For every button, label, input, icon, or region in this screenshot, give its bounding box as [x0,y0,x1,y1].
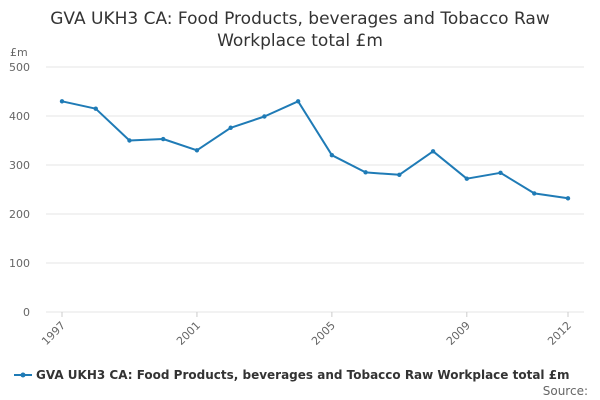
chart-title-line-1: GVA UKH3 CA: Food Products, beverages an… [50,9,550,29]
data-point-2001[interactable] [194,148,200,153]
data-point-1997[interactable] [59,99,65,104]
data-point-1999[interactable] [127,138,132,143]
grid-lines [46,66,584,313]
data-point-2006[interactable] [363,170,368,175]
data-point-2002[interactable] [228,125,233,130]
x-tick-label-2009: 2009 [444,319,473,348]
data-point-2011[interactable] [532,191,537,196]
point-layer [59,99,571,201]
legend-label: GVA UKH3 CA: Food Products, beverages an… [36,368,570,382]
x-tick-label-1997: 1997 [39,319,68,348]
data-point-1998[interactable] [93,106,98,111]
data-point-2000[interactable] [161,136,166,142]
x-tick-label-2012: 2012 [545,319,574,348]
y-tick-label-400: 400 [9,110,30,123]
y-tick-label-300: 300 [9,159,30,172]
y-tick-label-500: 500 [9,61,30,74]
legend[interactable]: GVA UKH3 CA: Food Products, beverages an… [14,368,570,382]
data-point-2004[interactable] [295,99,301,104]
data-point-2012[interactable] [565,196,571,201]
legend-marker-dot [20,372,26,378]
x-tick-label-2005: 2005 [309,319,338,348]
data-point-2003[interactable] [262,114,267,119]
data-point-2005[interactable] [329,153,335,158]
data-point-2010[interactable] [498,170,503,176]
source-label: Source: [543,384,588,398]
x-tick-label-2001: 2001 [174,319,203,348]
y-axis-unit-label: £m [10,46,28,59]
y-axis-ticks: 0 100 200 300 400 500 [9,61,30,319]
y-tick-label-0: 0 [23,306,30,319]
data-point-2009[interactable] [464,176,469,181]
data-point-2007[interactable] [397,172,402,177]
data-point-2008[interactable] [430,149,436,154]
y-tick-label-200: 200 [9,208,30,221]
y-tick-label-100: 100 [9,257,30,270]
series-line [61,100,569,200]
series-layer [61,100,569,200]
chart-title-line-2: Workplace total £m [217,31,383,51]
x-axis-ticks: 1997 2001 2005 2009 2012 [39,312,574,348]
